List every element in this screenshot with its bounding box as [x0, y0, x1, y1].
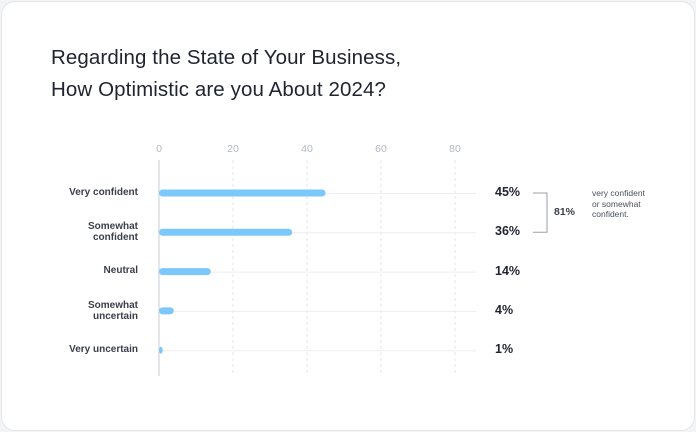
- chart-title: How Optimistic are you About 2024?: [51, 78, 386, 101]
- annotation-text: very confident or somewhat confident.: [592, 188, 645, 219]
- value-label: 45%: [495, 185, 521, 199]
- y-tick-label: Very uncertain: [69, 343, 138, 355]
- bar: [159, 228, 293, 236]
- value-label: 1%: [495, 342, 514, 357]
- bar: [159, 346, 163, 354]
- x-tick-label: 20: [227, 143, 239, 155]
- y-tick-label: Somewhat confident: [87, 221, 138, 244]
- y-tick-label: Very confident: [69, 186, 138, 198]
- x-tick-label: 40: [301, 143, 313, 155]
- annotation-value: 81%: [554, 205, 576, 218]
- x-tick-label: 0: [156, 143, 162, 155]
- chart-title: Regarding the State of Your Business,: [51, 46, 402, 69]
- value-label: 36%: [495, 224, 521, 239]
- value-label: 4%: [495, 302, 514, 317]
- bracket: [533, 192, 548, 233]
- x-tick-label: 60: [375, 143, 387, 155]
- value-label: 14%: [495, 263, 521, 278]
- x-tick-label: 80: [449, 143, 461, 155]
- bar: [159, 268, 211, 276]
- y-tick-label: Neutral: [103, 265, 138, 277]
- bar: [159, 307, 174, 315]
- y-tick-label: Somewhat uncertain: [87, 299, 138, 322]
- bar: [159, 189, 326, 197]
